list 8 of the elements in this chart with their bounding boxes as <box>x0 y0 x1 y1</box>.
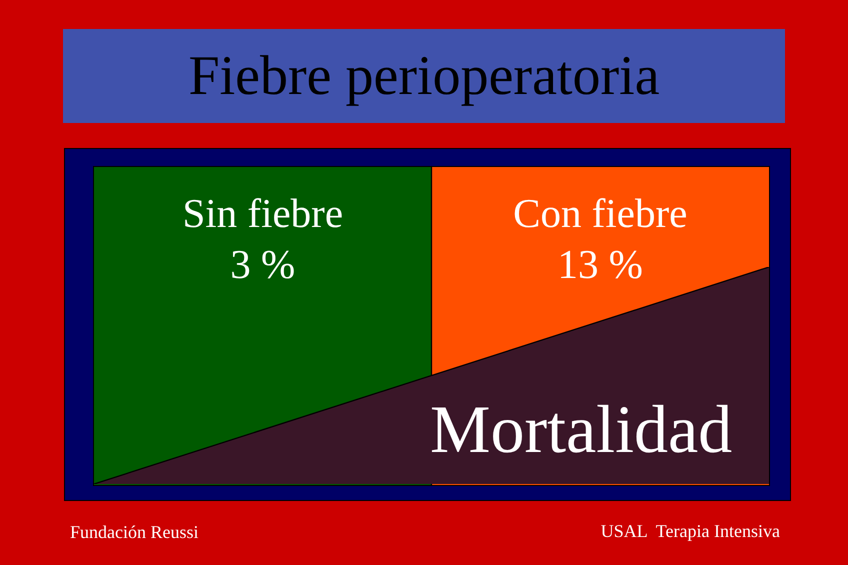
text: Mortalidad <box>430 391 732 467</box>
data-label: 13 % <box>558 241 643 287</box>
category-label: Sin fiebre <box>182 190 344 236</box>
text: Fundación Reussi <box>70 522 198 542</box>
data-label: 3 % <box>230 241 296 287</box>
text: Fiebre perioperatoria <box>188 45 660 107</box>
text: USAL Terapia Intensiva <box>600 521 780 541</box>
category-label: Con fiebre <box>513 190 688 236</box>
